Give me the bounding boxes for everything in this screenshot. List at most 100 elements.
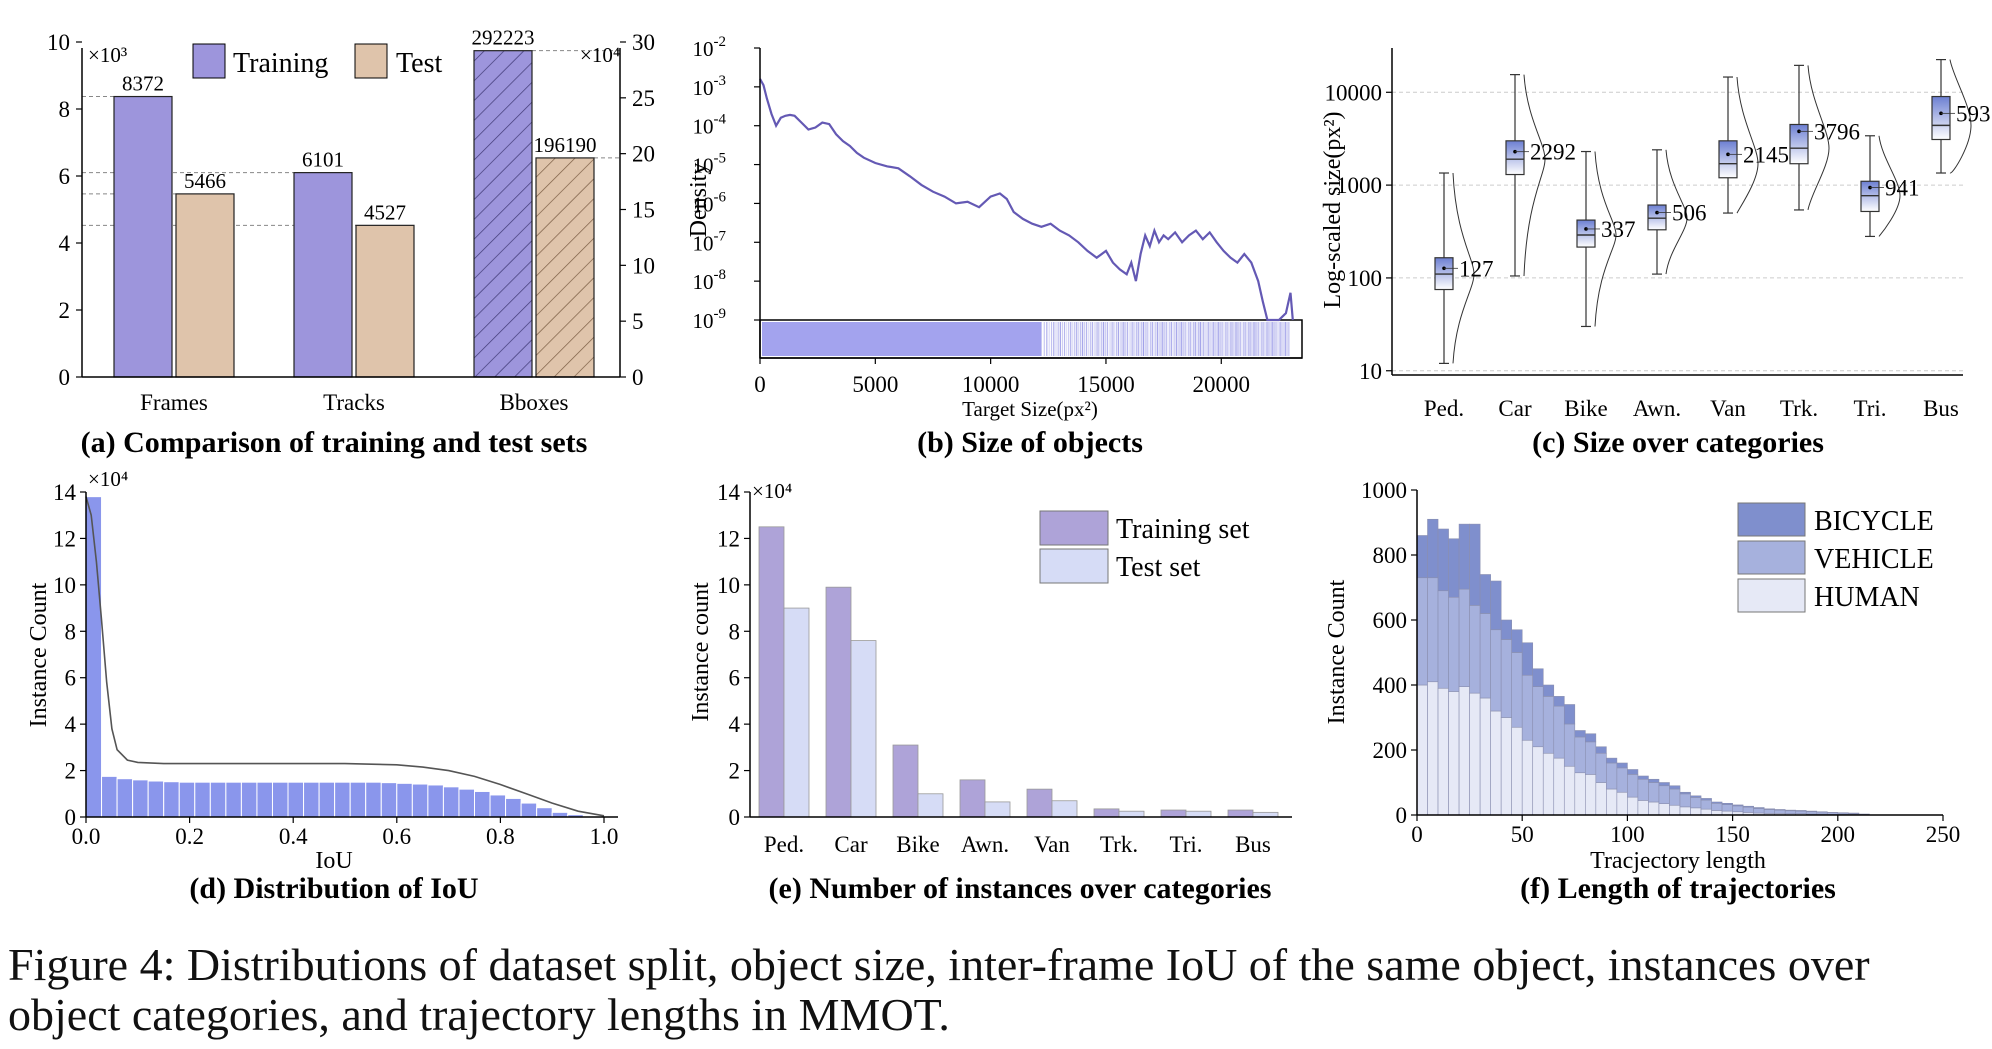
a-bar-value-label: 6101 — [302, 148, 344, 172]
f-bar-human — [1490, 710, 1502, 816]
f-bar-vehicle — [1637, 778, 1649, 801]
a-left-tick-label: 4 — [59, 231, 71, 256]
c-mean-label: 2292 — [1530, 140, 1576, 165]
b-density-line — [759, 78, 1294, 322]
b-x-tick-label: 10000 — [962, 372, 1020, 397]
a-right-tick-label: 20 — [632, 142, 655, 167]
c-box-bike — [1576, 219, 1596, 248]
e-bar-test-tri — [1185, 810, 1212, 818]
d-x-tick-label: 1.0 — [590, 824, 619, 849]
f-bar-human — [1553, 757, 1565, 816]
b-x-tick-label: 5000 — [852, 372, 898, 397]
d-bar — [411, 783, 429, 818]
b-caption: (b) Size of objects — [917, 426, 1143, 459]
f-x-tick-label: 150 — [1715, 822, 1750, 847]
f-bar-vehicle — [1616, 767, 1628, 793]
e-y-tick-label: 14 — [717, 480, 741, 505]
c-box-car — [1505, 140, 1525, 176]
f-y-tick-label: 800 — [1373, 543, 1408, 568]
f-ticks: 0 200 400 600 800 1000 0 50 100 150 200 250 — [1361, 478, 1960, 847]
chart-f-trajectories: 0 200 400 600 800 1000 0 50 100 150 200 250 Instanc… — [1324, 478, 1960, 905]
f-bar-bicycle — [1553, 696, 1565, 707]
e-category-label: Ped. — [764, 832, 804, 857]
f-bar-human — [1458, 686, 1470, 816]
f-x-tick-label: 200 — [1821, 822, 1856, 847]
c-box-van — [1718, 140, 1738, 179]
f-bar-bicycle — [1469, 523, 1481, 606]
e-caption: (e) Number of instances over categories — [769, 872, 1272, 905]
a-bar-training-tracks — [293, 172, 353, 378]
f-bar-human — [1574, 772, 1586, 816]
d-bar — [240, 781, 258, 818]
f-bar-human — [1627, 796, 1639, 816]
c-y-tick-label: 10 — [1359, 359, 1382, 384]
c-half-violin — [1523, 74, 1546, 277]
b-y-tick-exponent: -5 — [714, 151, 727, 167]
d-bar — [334, 781, 351, 818]
f-bar-vehicle — [1585, 741, 1597, 775]
a-category-label: Tracks — [323, 390, 385, 415]
f-bar-bicycle — [1637, 775, 1649, 780]
f-bar-vehicle — [1511, 652, 1523, 728]
d-kde-line — [85, 496, 605, 817]
f-bar-bicycle — [1700, 798, 1712, 801]
f-legend-human: HUMAN — [1814, 582, 1920, 613]
chart-e-instances: 0 2 4 6 8 10 12 14 Ped. Car Bike Awn. Van Trk. Tri. Bus… — [688, 479, 1292, 905]
f-x-tick-label: 250 — [1926, 822, 1961, 847]
c-category-label: Van — [1710, 396, 1746, 421]
f-bar-vehicle — [1542, 696, 1555, 754]
f-bar-human — [1437, 687, 1449, 816]
f-bar-vehicle — [1479, 613, 1491, 699]
e-bar-train-trk — [1093, 808, 1120, 818]
f-bar-vehicle — [1658, 785, 1670, 804]
e-category-label: Tri. — [1169, 832, 1202, 857]
a-bar-test-bboxes — [535, 157, 595, 378]
a-right-tick-label: 15 — [632, 198, 655, 223]
d-bar — [349, 781, 367, 818]
e-legend-swatch-test — [1039, 548, 1109, 584]
e-bar-train-ped — [758, 526, 785, 818]
f-bar-vehicle — [1490, 629, 1502, 712]
f-bar-vehicle — [1416, 577, 1428, 686]
c-y-tick-label: 1000 — [1336, 173, 1382, 198]
f-bar-vehicle — [1448, 596, 1460, 692]
c-half-violin — [1878, 135, 1901, 237]
f-bar-bicycle — [1490, 580, 1502, 631]
f-y-tick-label: 200 — [1373, 738, 1408, 763]
f-bar-bicycle — [1574, 730, 1586, 738]
f-bar-bicycle — [1669, 785, 1681, 790]
f-bar-bicycle — [1795, 810, 1807, 812]
f-bar-vehicle — [1784, 810, 1797, 815]
f-bar-bicycle — [1595, 746, 1607, 754]
f-legend-swatch-bicycle — [1737, 502, 1806, 537]
c-category-label: Bike — [1564, 396, 1607, 421]
a-left-tick-label: 6 — [59, 164, 71, 189]
f-caption: (f) Length of trajectories — [1520, 872, 1836, 905]
e-category-label: Car — [834, 832, 868, 857]
c-half-violin — [1949, 59, 1972, 174]
a-legend-swatch-test — [354, 43, 388, 79]
f-bar-human — [1616, 791, 1628, 816]
f-bar-vehicle — [1763, 809, 1775, 814]
c-y-tick-label: 100 — [1348, 266, 1383, 291]
d-bar — [209, 781, 227, 818]
a-bar-value-label: 4527 — [364, 200, 406, 224]
e-bar-test-ped — [783, 607, 810, 818]
b-y-tick-exponent: -2 — [714, 34, 727, 50]
chart-a-split: 8372 6101 292223 5466 4527 196190 0 2 4 6 8 10 0 5 10… — [47, 26, 655, 459]
c-half-violin — [1452, 172, 1475, 364]
c-category-label: Tri. — [1853, 396, 1886, 421]
e-y-tick-label: 12 — [717, 526, 740, 551]
f-bar-bicycle — [1742, 805, 1754, 808]
d-bar — [163, 781, 180, 818]
a-category-label: Frames — [140, 390, 208, 415]
e-category-label: Bus — [1235, 832, 1271, 857]
d-bar — [474, 790, 491, 818]
f-bars — [1416, 518, 1870, 816]
d-x-tick-label: 0.2 — [175, 824, 204, 849]
a-right-tick-label: 0 — [632, 365, 644, 390]
b-y-tick-exponent: -4 — [714, 112, 727, 128]
f-bar-human — [1500, 717, 1512, 816]
a-bar-training-bboxes — [473, 50, 533, 378]
b-y-tick-exponent: -3 — [714, 73, 727, 89]
